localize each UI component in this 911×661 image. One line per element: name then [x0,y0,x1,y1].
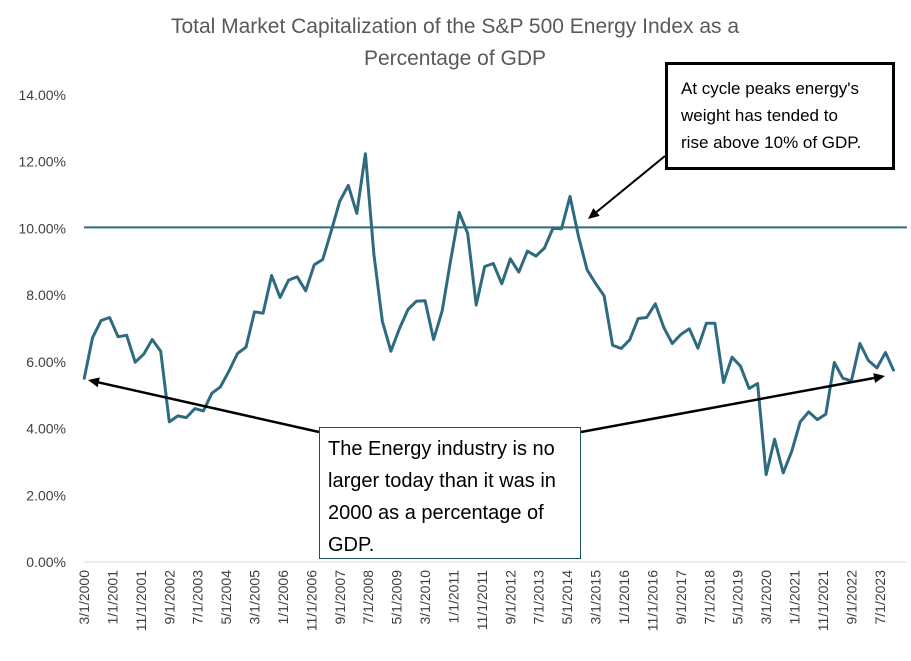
x-tick-label: 11/1/2006 [303,570,319,631]
x-tick-label: 1/1/2016 [616,570,632,625]
y-tick-label: 0.00% [26,554,66,570]
arrow-to-2014-peak [588,155,666,219]
x-tick-label: 9/1/2012 [502,570,518,625]
x-tick-label: 5/1/2009 [389,570,405,625]
y-tick-label: 14.00% [19,87,66,103]
x-tick-label: 1/1/2011 [445,570,461,624]
y-axis: 0.00% 2.00% 4.00% 6.00% 8.00% 10.00% 12.00% 14.… [19,87,907,570]
y-tick-label: 10.00% [19,220,66,236]
y-tick-label: 6.00% [26,354,66,370]
x-tick-label: 7/1/2003 [190,570,206,625]
x-tick-label: 7/1/2013 [531,570,547,625]
annotation-arrows [88,155,885,434]
arrow-to-latest-value [580,373,885,434]
x-tick-label: 11/1/2016 [644,570,660,631]
x-tick-label: 9/1/2017 [673,570,689,625]
x-tick-label: 11/1/2021 [815,570,831,631]
x-tick-label: 11/1/2011 [474,570,490,630]
callout-no-larger-line-1: The Energy industry is no [328,438,555,460]
y-tick-label: 2.00% [26,487,66,503]
x-tick-label: 1/1/2006 [275,570,291,625]
x-tick-label: 9/1/2002 [161,570,177,625]
x-tick-label: 5/1/2004 [218,570,234,625]
callout-no-larger-line-3: 2000 as a percentage of [328,502,544,524]
x-tick-label: 5/1/2019 [730,570,746,625]
callout-no-larger-line-2: larger today than it was in [328,470,556,492]
callout-no-larger: The Energy industry is no larger today t… [319,427,581,559]
chart-title-line-1: Total Market Capitalization of the S&P 5… [171,15,739,38]
x-tick-label: 5/1/2014 [559,570,575,625]
x-tick-label: 1/1/2021 [787,570,803,625]
x-tick-label: 3/1/2000 [76,570,92,625]
y-tick-label: 8.00% [26,287,66,303]
callout-cycle-peaks-line-3: rise above 10% of GDP. [681,133,862,152]
x-tick-label: 3/1/2010 [417,570,433,625]
callout-cycle-peaks-line-2: weight has tended to [681,106,838,125]
y-tick-label: 12.00% [19,154,66,170]
x-tick-label: 1/1/2001 [104,570,120,625]
x-tick-label: 7/1/2018 [701,570,717,625]
x-axis: 3/1/2000 1/1/2001 11/1/2001 9/1/2002 7/1/200… [76,570,888,631]
x-tick-label: 11/1/2001 [133,570,149,631]
y-tick-label: 4.00% [26,421,66,437]
callout-cycle-peaks: At cycle peaks energy's weight has tende… [665,62,895,170]
x-tick-label: 3/1/2005 [247,570,263,625]
x-tick-label: 3/1/2020 [758,570,774,625]
callout-cycle-peaks-line-1: At cycle peaks energy's [681,79,860,98]
callout-no-larger-line-4: GDP. [328,534,375,556]
chart-title-line-2: Percentage of GDP [364,47,546,70]
chart-title: Total Market Capitalization of the S&P 5… [171,15,739,70]
x-tick-label: 9/1/2007 [332,570,348,625]
x-tick-label: 7/1/2008 [360,570,376,625]
arrow-to-2000-start [88,377,320,434]
x-tick-label: 3/1/2015 [588,570,604,625]
x-tick-label: 7/1/2023 [872,570,888,625]
x-tick-label: 9/1/2022 [843,570,859,625]
